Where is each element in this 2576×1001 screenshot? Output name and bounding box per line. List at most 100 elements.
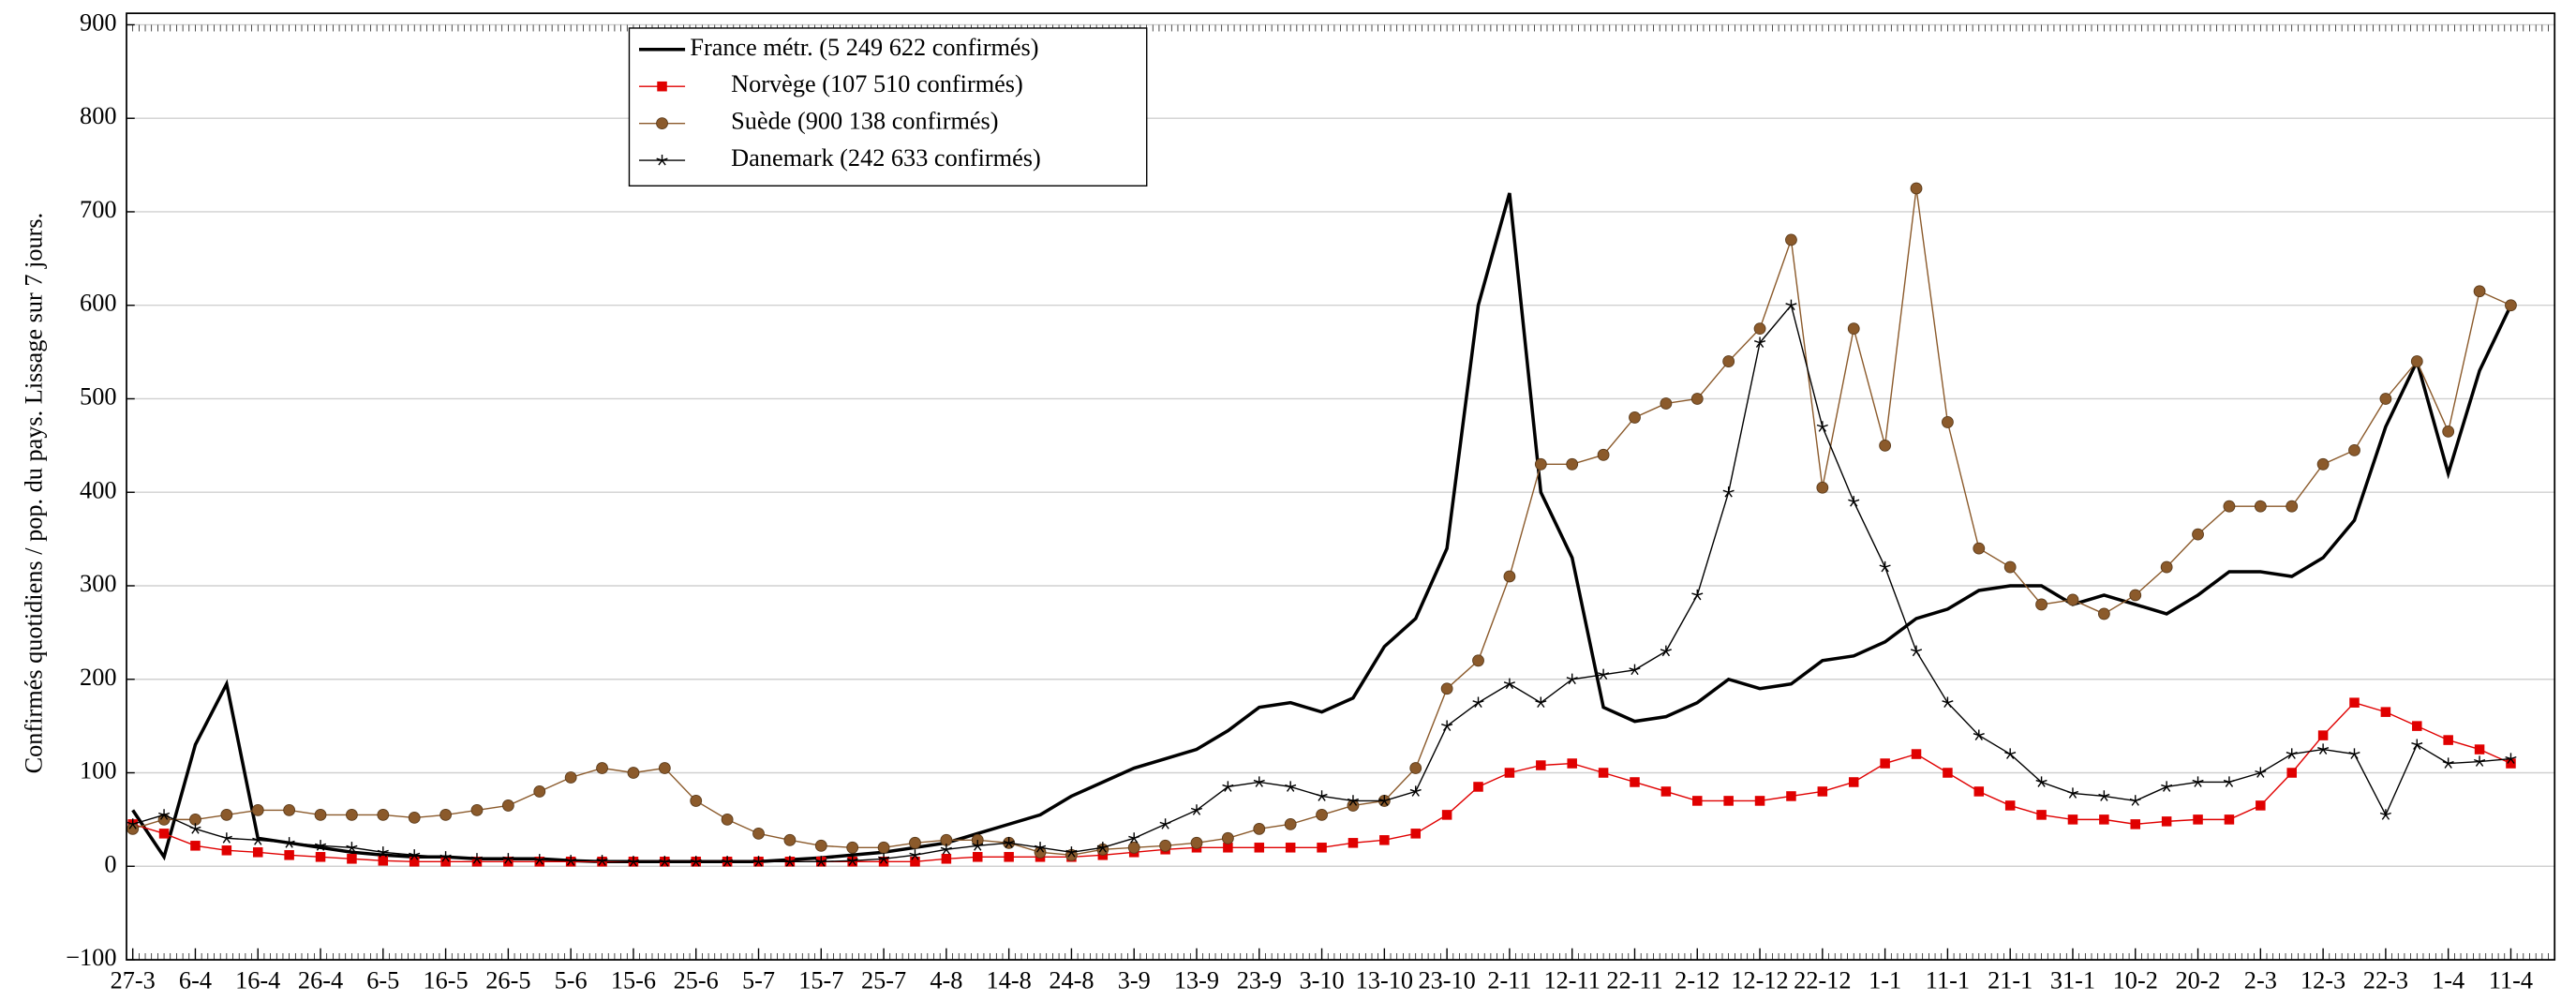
marker — [2067, 814, 2078, 825]
marker — [1504, 768, 1515, 778]
marker — [2505, 753, 2517, 764]
marker — [1410, 829, 1422, 839]
y-tick-label: 900 — [80, 8, 116, 36]
marker — [190, 841, 201, 851]
x-tick-label: 13-9 — [1174, 967, 1219, 994]
marker — [315, 852, 326, 862]
marker — [283, 837, 295, 848]
marker — [471, 857, 483, 867]
marker — [1847, 322, 1860, 336]
x-tick-label: 31-1 — [2050, 967, 2095, 994]
marker — [533, 854, 545, 865]
marker — [565, 855, 577, 866]
marker — [2349, 697, 2360, 708]
marker — [1722, 486, 1735, 498]
marker — [2410, 355, 2423, 367]
marker — [2098, 790, 2110, 801]
marker — [783, 856, 796, 867]
marker — [690, 795, 703, 807]
marker — [1566, 457, 1579, 471]
marker — [2004, 800, 2016, 811]
legend-label: France métr. (5 249 622 confirmés) — [690, 34, 1038, 61]
marker — [2379, 809, 2391, 820]
marker — [314, 840, 327, 851]
marker — [1409, 762, 1422, 774]
x-tick-label: 5-7 — [742, 967, 775, 994]
marker — [1159, 839, 1172, 852]
marker — [440, 857, 451, 867]
x-tick-label: 6-5 — [366, 967, 399, 994]
series — [127, 182, 2517, 861]
x-tick-label: 23-9 — [1237, 967, 1282, 994]
marker — [409, 849, 421, 860]
marker — [2066, 787, 2079, 799]
x-tick-label: 12-11 — [1544, 967, 1601, 994]
marker — [659, 856, 671, 867]
marker — [1536, 760, 1546, 770]
marker — [1253, 776, 1265, 787]
x-tick-label: 27-3 — [111, 967, 156, 994]
marker — [1942, 696, 1954, 709]
marker — [627, 767, 640, 779]
marker — [2224, 814, 2235, 825]
marker — [2223, 500, 2236, 513]
marker — [972, 840, 984, 851]
marker — [627, 856, 639, 867]
marker — [314, 808, 327, 821]
marker — [1660, 397, 1673, 410]
marker — [1943, 768, 1953, 778]
series — [131, 192, 2513, 864]
marker — [1503, 570, 1516, 583]
x-tick-label: 15-6 — [611, 967, 656, 994]
marker — [158, 829, 170, 839]
y-tick-label: 500 — [80, 383, 116, 411]
marker — [877, 841, 890, 854]
marker — [2129, 589, 2142, 602]
series-line — [132, 187, 2511, 856]
marker — [910, 857, 920, 867]
marker — [503, 857, 514, 867]
marker — [1754, 796, 1765, 806]
marker — [1910, 645, 1923, 657]
marker — [752, 856, 765, 867]
marker — [2317, 730, 2329, 740]
x-tick-label: 4-8 — [930, 967, 962, 994]
marker — [1629, 664, 1641, 676]
marker — [534, 857, 545, 867]
marker — [2286, 500, 2299, 513]
marker — [2412, 721, 2422, 731]
marker — [2099, 814, 2109, 825]
legend-label: Danemark (242 633 confirmés) — [731, 144, 1041, 172]
marker — [783, 833, 797, 846]
marker — [1848, 496, 1860, 507]
marker — [1535, 696, 1547, 709]
marker — [158, 809, 171, 820]
marker — [1597, 448, 1610, 461]
marker — [1503, 678, 1515, 690]
marker — [1159, 818, 1171, 829]
marker — [1285, 843, 1296, 853]
marker — [564, 771, 577, 784]
marker — [2036, 810, 2047, 820]
marker — [2443, 735, 2453, 745]
x-tick-label: 26-4 — [298, 967, 343, 994]
marker — [2348, 443, 2360, 456]
marker — [815, 856, 827, 867]
marker — [1316, 808, 1328, 821]
marker — [2474, 744, 2485, 754]
x-tick-label: 25-6 — [674, 967, 719, 994]
marker — [1942, 416, 1954, 428]
marker — [658, 762, 671, 774]
marker — [2505, 299, 2517, 312]
marker — [1973, 729, 1985, 740]
marker — [252, 834, 264, 845]
y-tick-label: 700 — [80, 196, 116, 223]
x-tick-label: 20-2 — [2175, 967, 2220, 994]
marker — [846, 855, 858, 866]
marker — [1127, 841, 1140, 854]
y-tick-label: 300 — [80, 570, 116, 597]
marker — [1785, 233, 1797, 247]
marker — [346, 808, 358, 821]
series-line — [132, 701, 2511, 862]
